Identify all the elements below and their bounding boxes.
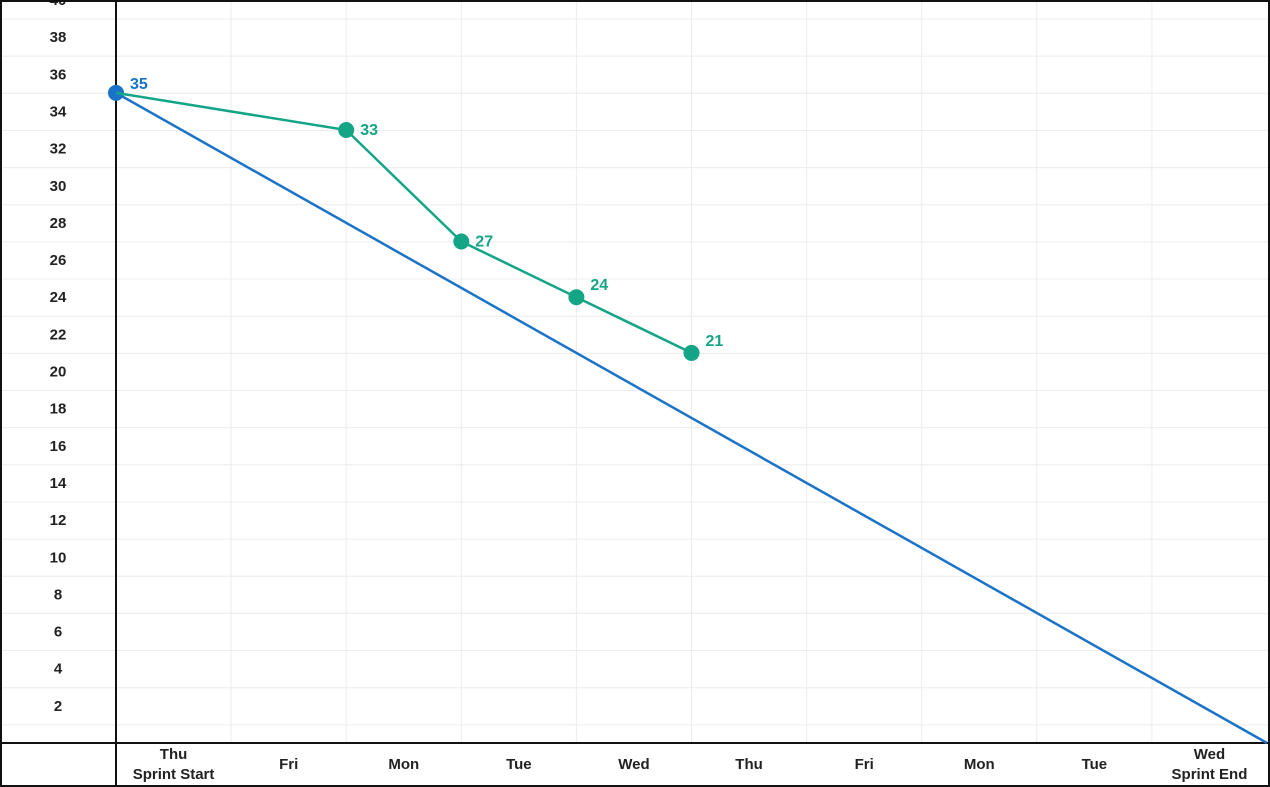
data-label: 27 <box>475 233 493 250</box>
data-point <box>453 233 470 250</box>
y-tick-label: 10 <box>50 549 67 566</box>
data-label: 21 <box>706 333 724 350</box>
data-label: 24 <box>590 277 608 294</box>
x-tick-label: Fri <box>279 756 298 773</box>
y-tick-label: 22 <box>50 326 67 343</box>
series-line <box>115 91 1268 745</box>
x-tick-sublabel: Sprint End <box>1172 766 1248 783</box>
y-tick-label: 4 <box>54 661 63 678</box>
x-tick-label: Tue <box>506 756 532 773</box>
x-tick-label: Fri <box>855 756 874 773</box>
y-tick-label: 30 <box>50 178 67 195</box>
x-tick-sublabel: Sprint Start <box>133 766 215 783</box>
x-tick-label: Thu <box>160 746 188 763</box>
x-tick-label: Wed <box>1194 746 1225 763</box>
x-axis-ticks: Thu Sprint Start Fri Mon Tue Wed Thu Fri Mon Tue W… <box>133 746 1248 783</box>
series-group: 35 33 27 24 21 <box>108 76 1268 745</box>
y-tick-label: 26 <box>50 252 67 269</box>
y-tick-label: 40 <box>50 0 67 9</box>
x-tick-label: Wed <box>618 756 649 773</box>
x-tick-label: Mon <box>388 756 419 773</box>
y-tick-label: 6 <box>54 624 62 641</box>
x-tick-label: Thu <box>735 756 763 773</box>
data-point <box>683 344 700 361</box>
y-tick-label: 38 <box>50 29 67 46</box>
data-label: 35 <box>130 76 148 93</box>
y-tick-label: 14 <box>50 475 67 492</box>
y-tick-label: 36 <box>50 66 67 83</box>
data-point <box>338 122 355 139</box>
data-point <box>568 289 585 306</box>
y-tick-label: 28 <box>50 215 67 232</box>
x-tick-label: Mon <box>964 756 995 773</box>
grid <box>0 0 1270 743</box>
y-tick-label: 18 <box>50 401 67 418</box>
y-tick-label: 16 <box>50 438 67 455</box>
y-tick-label: 2 <box>54 698 62 715</box>
y-tick-label: 20 <box>50 364 67 381</box>
y-tick-label: 12 <box>50 512 67 529</box>
y-tick-label: 34 <box>50 103 67 120</box>
y-tick-label: 24 <box>50 289 67 306</box>
data-label: 33 <box>360 122 378 139</box>
y-tick-label: 8 <box>54 586 62 603</box>
y-tick-label: 32 <box>50 141 67 158</box>
x-tick-label: Tue <box>1082 756 1108 773</box>
